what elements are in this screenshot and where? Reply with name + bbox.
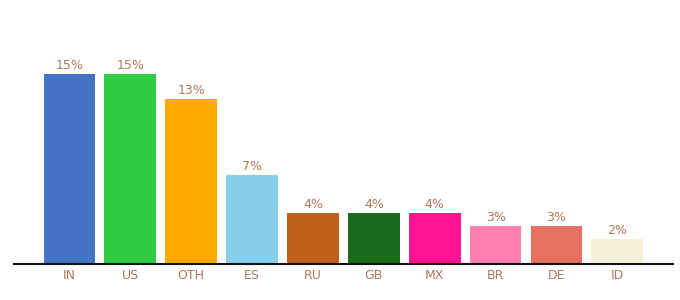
Text: 2%: 2% bbox=[607, 224, 627, 237]
Text: 3%: 3% bbox=[486, 211, 505, 224]
Bar bbox=[592, 239, 643, 264]
Bar bbox=[44, 74, 95, 264]
Bar bbox=[287, 213, 339, 264]
Text: 7%: 7% bbox=[242, 160, 262, 173]
Text: 3%: 3% bbox=[547, 211, 566, 224]
Bar bbox=[105, 74, 156, 264]
Text: 4%: 4% bbox=[364, 198, 384, 212]
Bar bbox=[530, 226, 582, 264]
Bar bbox=[348, 213, 400, 264]
Text: 13%: 13% bbox=[177, 84, 205, 98]
Text: 15%: 15% bbox=[116, 59, 144, 72]
Text: 4%: 4% bbox=[425, 198, 445, 212]
Bar bbox=[470, 226, 522, 264]
Bar bbox=[165, 99, 217, 264]
Text: 15%: 15% bbox=[56, 59, 84, 72]
Bar bbox=[226, 175, 278, 264]
Text: 4%: 4% bbox=[303, 198, 323, 212]
Bar bbox=[409, 213, 460, 264]
